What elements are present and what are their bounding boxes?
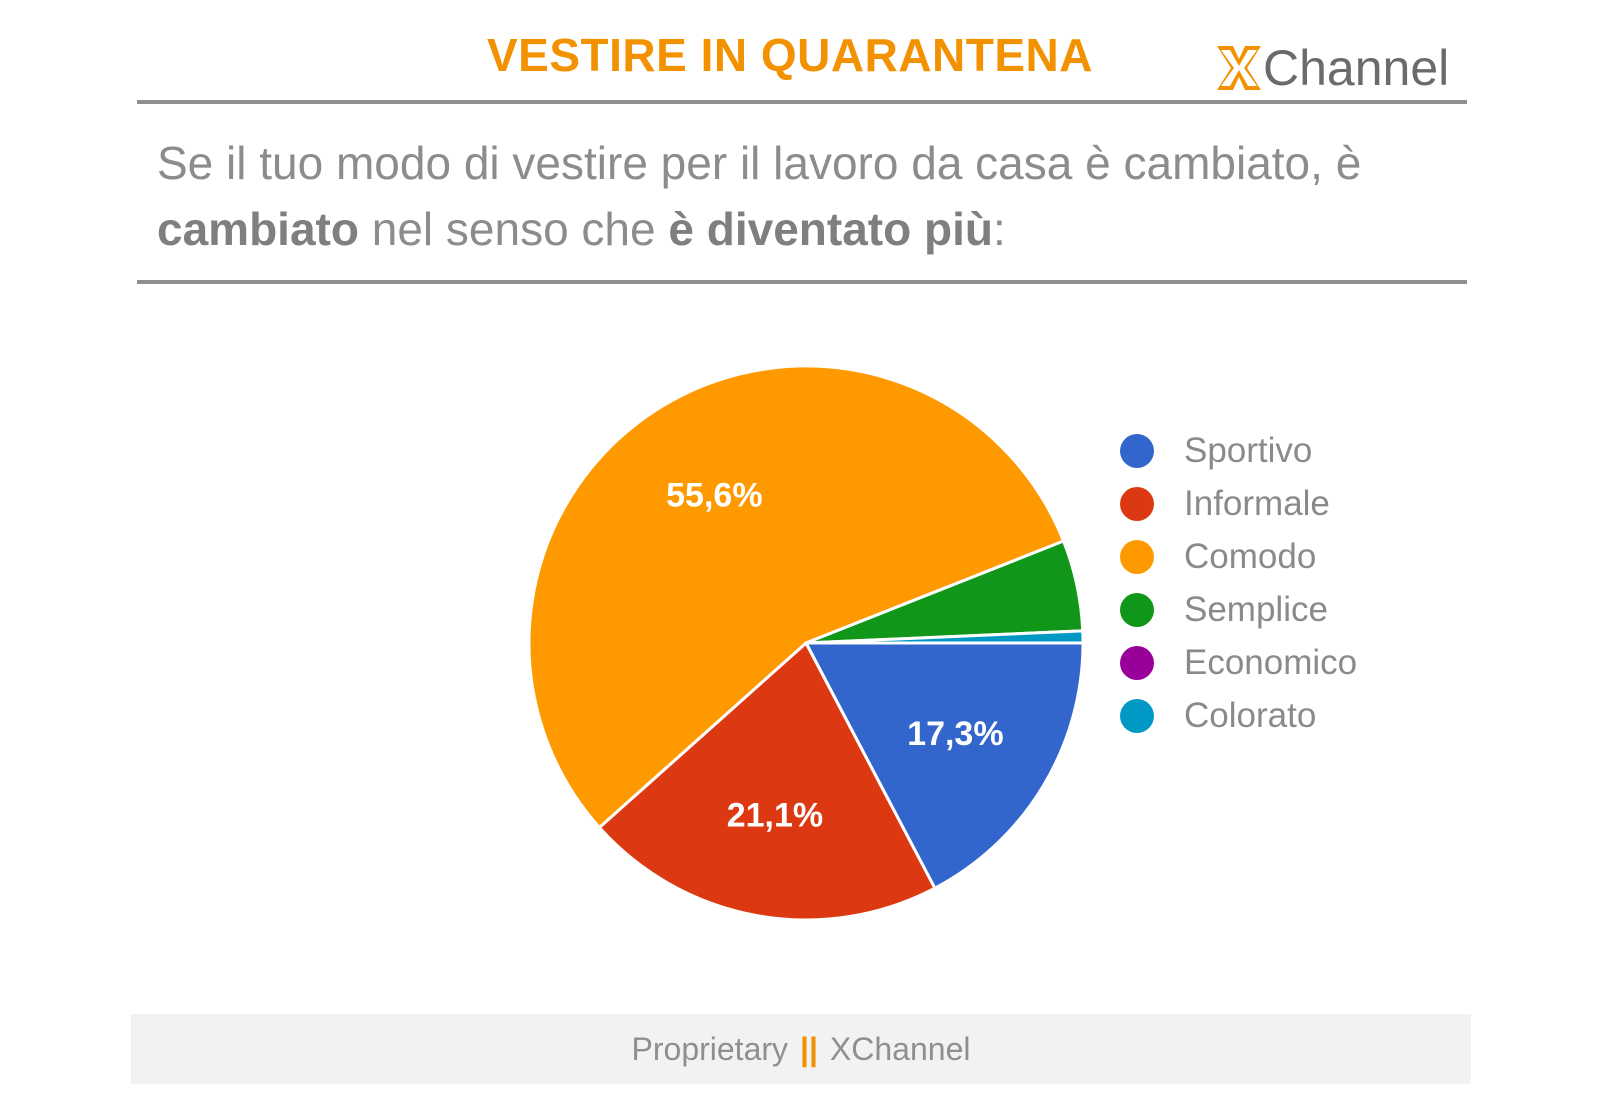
legend-item-informale: Informale — [1120, 477, 1357, 530]
legend-label: Colorato — [1184, 695, 1317, 735]
footer-separator: || — [800, 1030, 818, 1067]
legend-label: Semplice — [1184, 589, 1328, 629]
question-part-2: nel senso che — [358, 203, 669, 255]
data-label-informale: 21,1% — [727, 797, 823, 835]
legend-swatch — [1120, 486, 1154, 521]
legend-label: Economico — [1184, 642, 1358, 682]
top-divider — [137, 100, 1467, 104]
legend-label: Sportivo — [1184, 430, 1313, 470]
question-part-3: : — [992, 203, 1006, 255]
pie-chart: 17,3% 21,1% 55,6% — [527, 364, 1085, 922]
legend-item-colorato: Colorato — [1120, 689, 1357, 742]
pie-slice-comodo — [527, 364, 1066, 830]
logo-text: Channel — [1263, 40, 1450, 96]
legend-label: Comodo — [1184, 536, 1317, 576]
legend-swatch — [1120, 592, 1154, 627]
footer-right-text: XChannel — [829, 1030, 971, 1067]
question-bold-1: cambiato — [157, 203, 359, 255]
legend-swatch — [1120, 645, 1154, 680]
legend-swatch — [1120, 433, 1154, 468]
legend-swatch — [1120, 698, 1154, 733]
question-part-1: Se il tuo modo di vestire per il lavoro … — [157, 137, 1362, 189]
footer-left-text: Proprietary — [631, 1030, 789, 1067]
data-label-comodo: 55,6% — [666, 476, 762, 514]
page-title: VESTIRE IN QUARANTENA — [487, 29, 1093, 81]
x-logo-icon — [1217, 46, 1261, 90]
legend-item-comodo: Comodo — [1120, 530, 1357, 583]
bottom-divider — [137, 280, 1467, 284]
legend-item-semplice: Semplice — [1120, 583, 1357, 636]
legend-item-economico: Economico — [1120, 636, 1357, 689]
question-bold-2: è diventato più — [668, 203, 993, 255]
pie-slice-informale — [597, 640, 937, 922]
xchannel-logo: Channel — [1217, 40, 1449, 96]
legend-item-sportivo: Sportivo — [1120, 424, 1357, 477]
data-label-sportivo: 17,3% — [907, 715, 1003, 753]
footer-bar: Proprietary || XChannel — [131, 1014, 1471, 1084]
legend-swatch — [1120, 539, 1154, 574]
legend-label: Informale — [1184, 483, 1330, 523]
pie-slice-colorato — [805, 629, 1085, 645]
question-text: Se il tuo modo di vestire per il lavoro … — [157, 130, 1457, 262]
pie-slice-sportivo — [803, 641, 1085, 891]
chart-legend: Sportivo Informale Comodo Semplice Economico… — [1120, 424, 1357, 742]
